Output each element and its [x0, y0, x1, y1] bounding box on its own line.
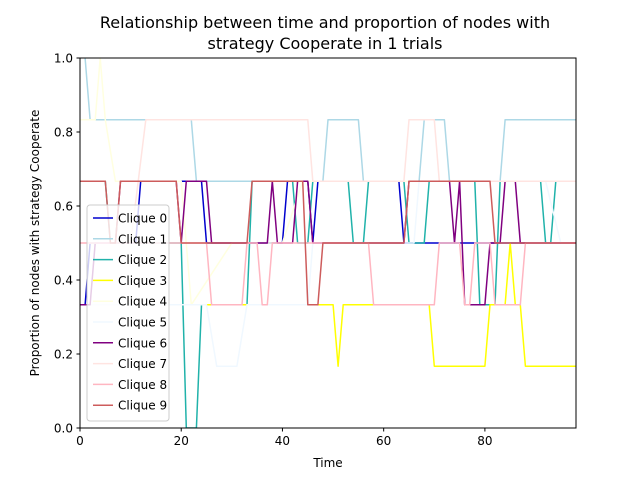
legend-label-clique-1: Clique 1: [118, 232, 167, 246]
x-tick-label: 40: [275, 434, 290, 448]
legend-label-clique-5: Clique 5: [118, 316, 167, 330]
legend-label-clique-0: Clique 0: [118, 212, 167, 226]
y-tick-label: 0.2: [54, 348, 73, 362]
legend-label-clique-9: Clique 9: [118, 399, 167, 413]
chart-title-line2: strategy Cooperate in 1 trials: [208, 34, 443, 53]
legend-label-clique-7: Clique 7: [118, 357, 167, 371]
legend-label-clique-4: Clique 4: [118, 295, 167, 309]
legend: Clique 0 Clique 1 Clique 2 Clique 3 Clique 4…: [86, 204, 170, 422]
y-tick-label: 1.0: [54, 52, 73, 66]
legend-label-clique-6: Clique 6: [118, 336, 167, 350]
y-tick-label: 0.0: [54, 422, 73, 436]
series-line-clique-8: [80, 242, 576, 306]
plot-frame: [79, 57, 577, 429]
legend-label-clique-8: Clique 8: [118, 378, 167, 392]
legend-label-clique-3: Clique 3: [118, 274, 167, 288]
legend-label-clique-2: Clique 2: [118, 253, 167, 267]
chart-title-line1: Relationship between time and proportion…: [100, 13, 550, 32]
series-layer: [80, 58, 576, 428]
y-axis-label: Proportion of nodes with strategy Cooper…: [28, 110, 42, 377]
x-tick-label: 80: [477, 434, 492, 448]
y-tick-label: 0.8: [54, 126, 73, 140]
ticks-layer: 0 20 40 60 80 0.0 0.2 0.4 0.6 0.8 1.0: [54, 52, 493, 449]
x-tick-label: 60: [376, 434, 391, 448]
x-tick-label: 20: [174, 434, 189, 448]
y-tick-label: 0.6: [54, 200, 73, 214]
y-tick-label: 0.4: [54, 274, 73, 288]
x-axis-label: Time: [312, 456, 342, 470]
x-tick-label: 0: [76, 434, 84, 448]
